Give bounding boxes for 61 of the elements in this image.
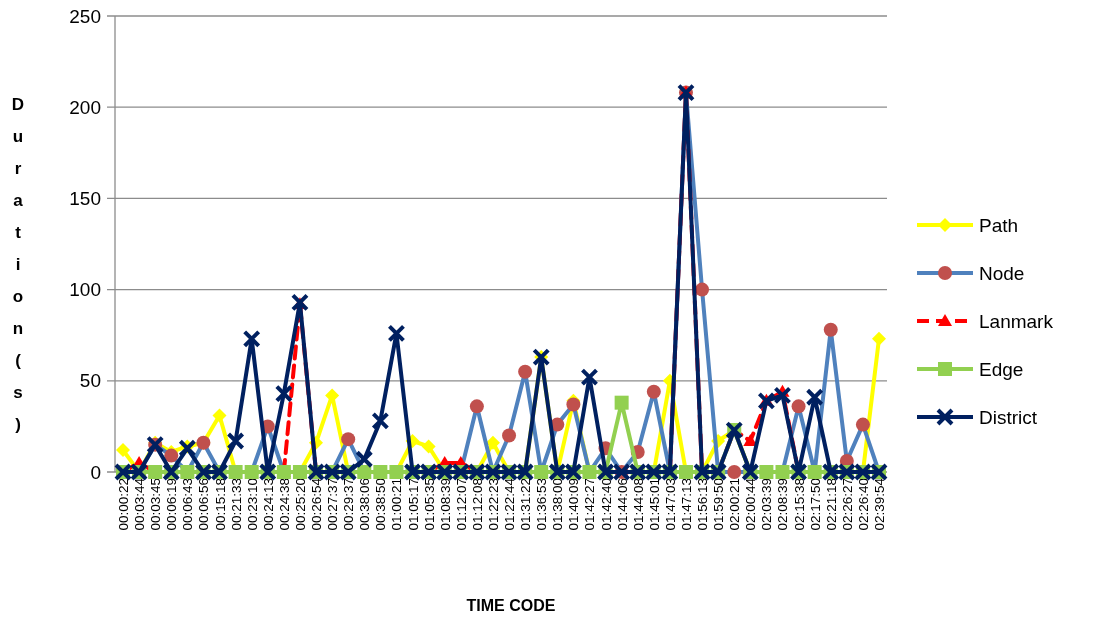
x-tick-label: 00:00:22 [116,478,131,531]
x-tick-label: 01:05:35 [421,478,437,531]
text: Duration (s) [11,95,25,434]
x-tick-label: 02:26:27 [839,478,855,531]
x-tick-label: 02:26:40 [855,478,871,531]
x-tick-label: 01:47:03 [662,478,678,531]
legend-label: District [979,406,1038,428]
y-tick-label: 50 [79,370,101,392]
x-tick-label: 01:36:53 [534,478,550,531]
x-tick-label: 00:03:45 [148,478,164,531]
y-tick-label: 250 [69,5,101,27]
x-tick-label: 01:45:01 [646,478,662,531]
x-tick-label: 00:38:50 [373,478,389,531]
legend-label: Node [979,262,1025,284]
legend-label: Lanmark [979,310,1054,332]
x-tick-label: 01:47:13 [678,478,694,531]
legend-label: Edge [979,358,1024,380]
x-tick-label: 00:06:43 [180,478,196,531]
x-tick-label: 00:26:54 [309,477,325,531]
x-tick-label: 02:15:38 [791,478,807,531]
x-tick-label: 02:00:44 [743,477,759,531]
x-tick-label: 01:22:44 [502,477,518,531]
x-tick-label: 00:06:56 [196,478,212,531]
x-tick-label: 01:42:40 [598,478,614,531]
y-tick-label: 150 [69,188,101,210]
x-tick-label: 01:31:22 [518,478,534,531]
x-tick-label: 02:08:39 [775,478,791,531]
x-tick-label: 01:59:50 [711,478,727,531]
x-tick-label: 00:03:44 [132,477,148,531]
x-tick-label: 00:24:38 [276,478,292,531]
x-tick-label: 01:42:27 [582,478,598,531]
x-tick-label: 01:44:08 [630,478,646,531]
x-tick-label: 01:12:07 [453,478,469,531]
x-tick-label: 02:17:50 [807,478,823,531]
x-tick-label: 00:15:18 [212,478,228,531]
x-tick-label: 01:08:39 [437,478,453,531]
x-tick-label: 01:38:00 [550,478,566,531]
x-tick-label: 00:38:06 [357,478,373,531]
x-tick-label: 01:12:08 [469,478,485,531]
x-tick-label: 00:25:20 [292,478,308,531]
x-tick-label: 00:29:37 [341,478,357,531]
y-tick-label: 200 [69,96,101,118]
x-tick-label: 01:00:21 [389,478,405,531]
x-tick-label: 00:06:19 [164,478,180,531]
x-tick-label: 02:03:39 [759,478,775,531]
x-tick-label: 00:27:37 [325,478,341,531]
y-tick-label: 100 [69,279,101,301]
x-tick-label: 00:21:33 [228,478,244,531]
x-tick-label: 00:24:13 [260,478,276,531]
x-tick-label: 01:44:06 [614,478,630,531]
x-tick-label: 01:56:13 [695,478,711,531]
x-tick-label: 02:00:21 [727,478,743,531]
y-tick-label: 0 [90,461,101,483]
x-tick-label: 01:40:09 [566,478,582,531]
x-tick-label: 02:39:54 [872,477,887,531]
x-axis-title: TIME CODE [466,597,556,614]
legend-label: Path [979,214,1019,236]
x-tick-label: 00:23:10 [244,478,260,531]
x-tick-label: 02:21:18 [823,478,839,531]
x-tick-label: 01:05:17 [405,478,421,531]
x-tick-label: 01:22:23 [485,478,501,531]
